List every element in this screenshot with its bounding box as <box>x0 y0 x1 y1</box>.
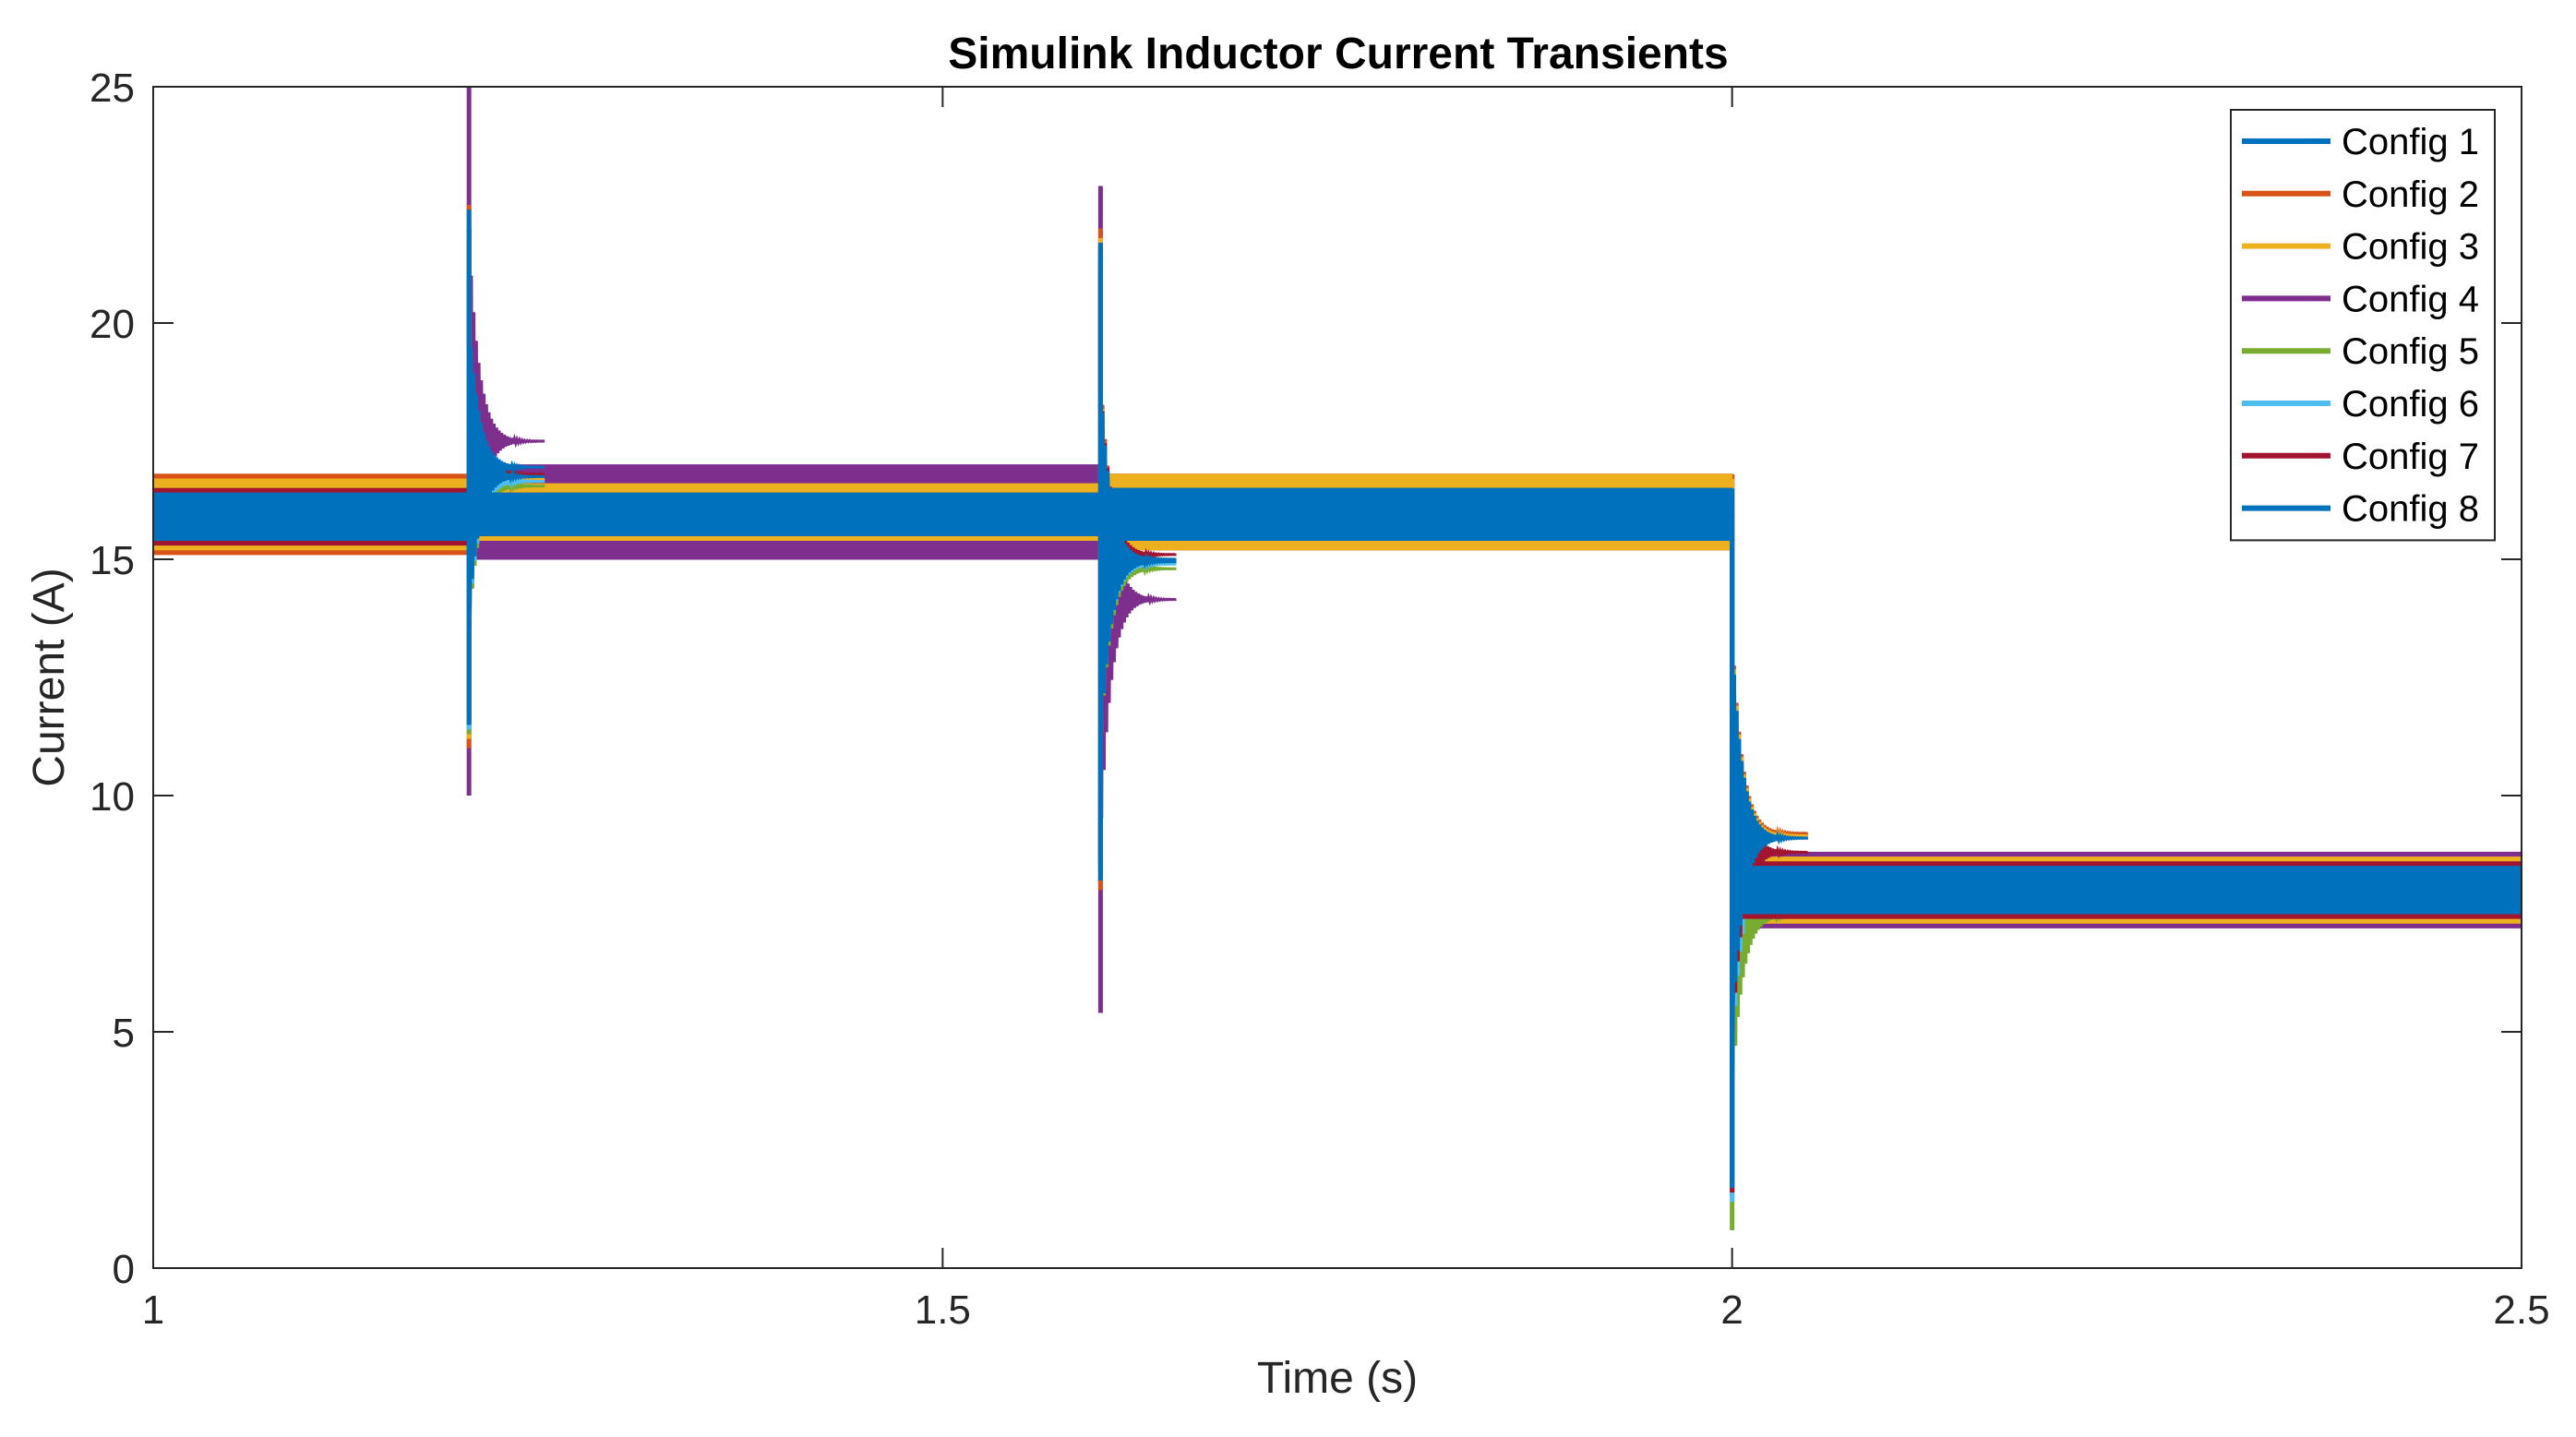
legend-box <box>2230 109 2496 542</box>
y-tick-label: 10 <box>90 774 135 820</box>
chart-title: Simulink Inductor Current Transients <box>948 30 1728 78</box>
series-2-ringing-3 <box>1731 617 1809 1024</box>
y-tick-label: 25 <box>90 66 135 111</box>
series-8 <box>152 210 2522 1188</box>
y-axis-label: Current (A) <box>25 568 74 786</box>
y-tick-label: 0 <box>113 1247 135 1292</box>
x-axis-label: Time (s) <box>1257 1354 1418 1403</box>
x-tick-label: 2 <box>1720 1287 1743 1333</box>
x-tick-label: 1 <box>142 1287 164 1333</box>
ticks-layer: 1 1.5 2 2.5 0 5 10 15 20 25 <box>90 66 2550 1333</box>
y-tick-label: 20 <box>90 302 135 347</box>
x-tick-label: 1.5 <box>915 1287 971 1333</box>
axes-background <box>153 87 2522 1268</box>
y-tick-label: 15 <box>90 538 135 583</box>
legend: Config 1 Config 2 Config 3 Config 4 Config 5… <box>2230 109 2496 542</box>
legend-label-5: Config 5 <box>2342 331 2479 372</box>
legend-label-8: Config 8 <box>2342 489 2479 530</box>
series-layer <box>152 87 2522 1231</box>
legend-label-1: Config 1 <box>2342 122 2479 162</box>
x-tick-label: 2.5 <box>2493 1287 2549 1333</box>
legend-label-4: Config 4 <box>2342 279 2479 319</box>
series-8-ringing-1 <box>467 312 545 604</box>
legend-label-2: Config 2 <box>2342 174 2479 215</box>
series-3-ringing-3 <box>1731 621 1809 1025</box>
series-8-ringing-2 <box>1098 370 1177 731</box>
legend-label-7: Config 7 <box>2342 437 2479 477</box>
series-4-ringing-1 <box>467 228 545 629</box>
plot-area: 1 1.5 2 2.5 0 5 10 15 20 25 <box>90 66 2550 1333</box>
legend-label-6: Config 6 <box>2342 384 2479 425</box>
legend-label-3: Config 3 <box>2342 227 2479 268</box>
y-tick-label: 5 <box>113 1011 135 1056</box>
series-8-ringing-3 <box>1731 628 1809 1024</box>
axes-box <box>152 86 2522 1269</box>
